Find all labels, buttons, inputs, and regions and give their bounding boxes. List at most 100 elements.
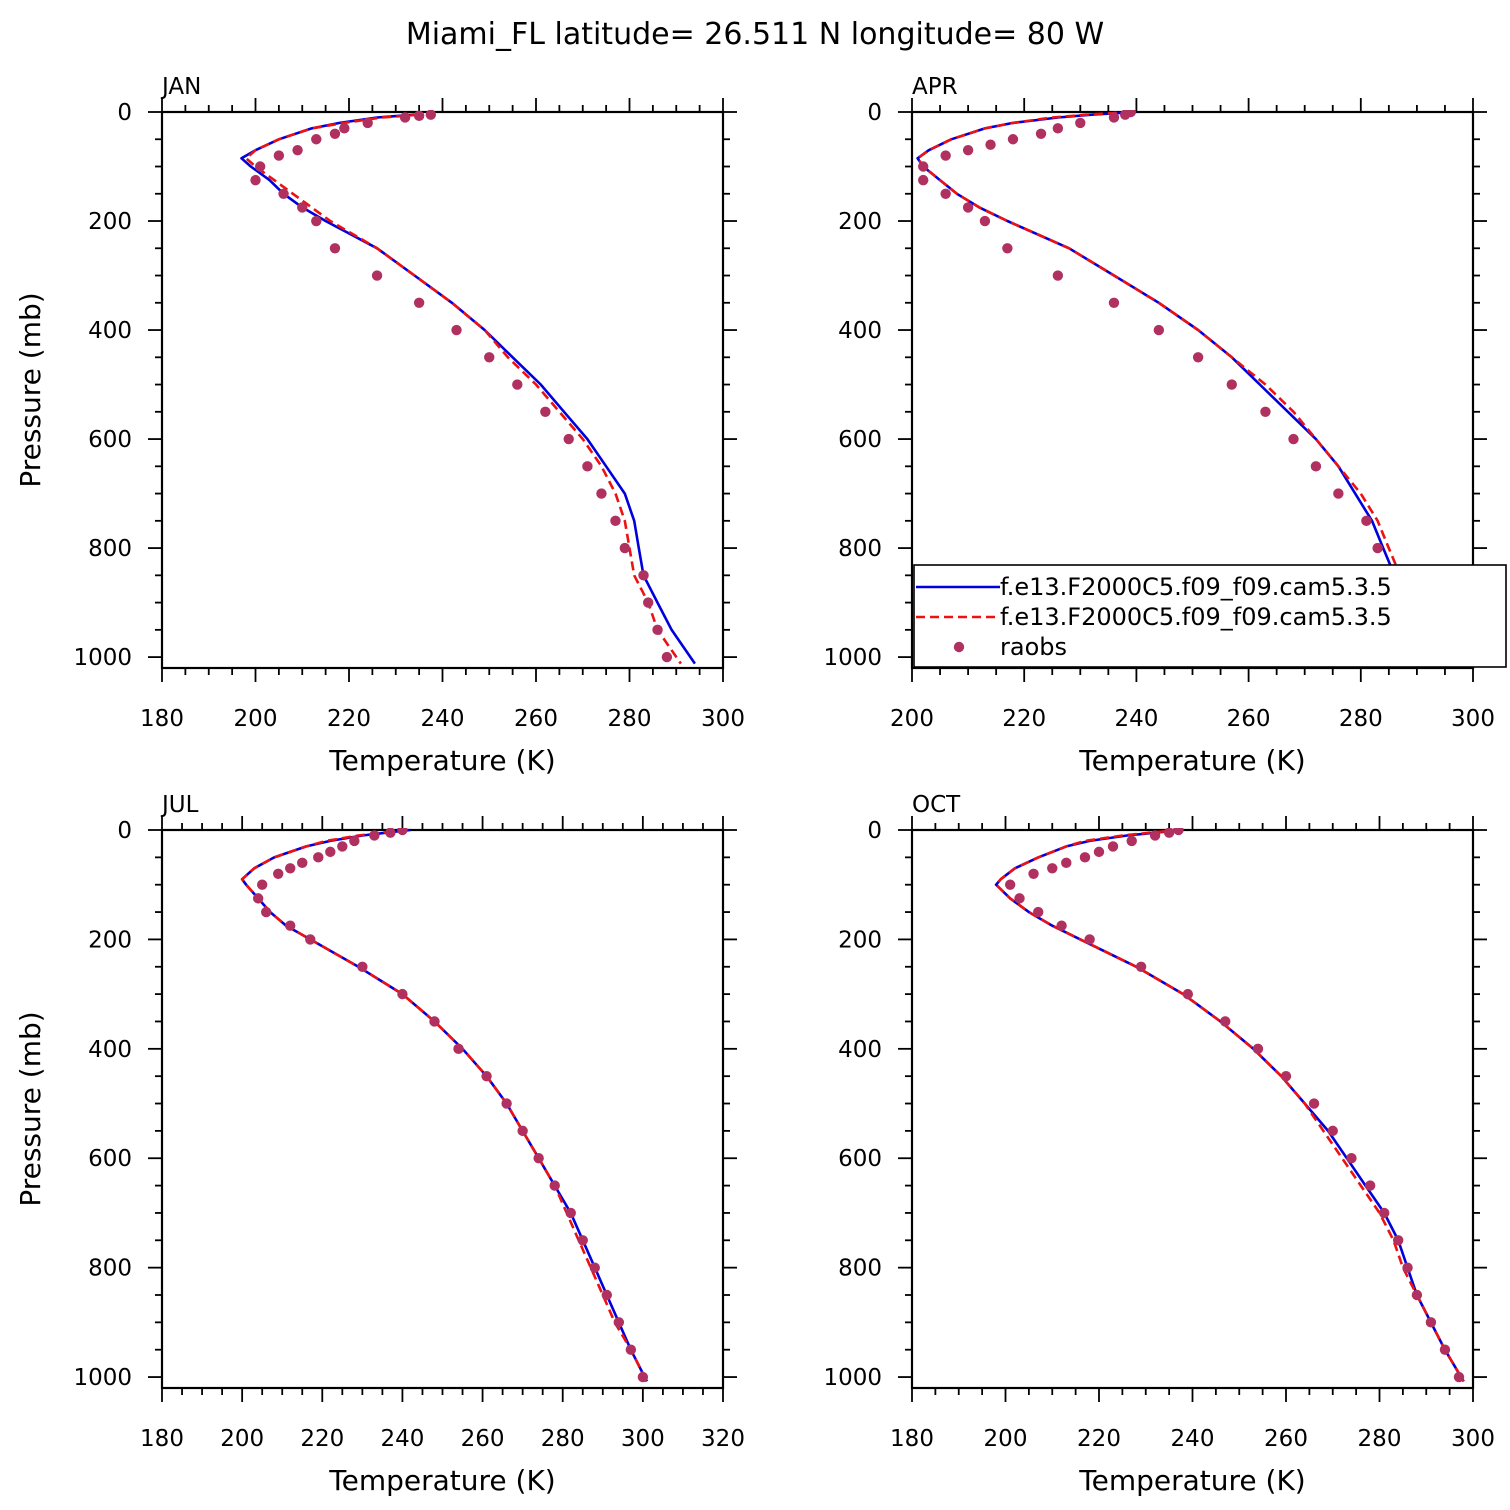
model-line-solid [994, 828, 1465, 1383]
y-axis-title: Pressure (mb) [14, 1011, 47, 1206]
raobs-point [940, 150, 951, 161]
y-tick-label: 600 [88, 427, 132, 453]
raobs-point [357, 961, 368, 972]
raobs-point [1163, 828, 1175, 838]
panel-label: JUL [160, 792, 199, 818]
raobs-point [565, 1207, 576, 1219]
y-tick-label: 200 [838, 209, 882, 235]
raobs-point [329, 243, 341, 254]
raobs-point [549, 1180, 560, 1191]
raobs-point [1378, 1207, 1390, 1219]
raobs-point [278, 188, 289, 199]
y-tick-label: 1000 [73, 645, 132, 671]
raobs-point [563, 433, 574, 445]
raobs-point [1075, 117, 1086, 129]
raobs-point [1173, 828, 1184, 836]
plot-frame [160, 110, 725, 670]
y-tick-label: 0 [117, 100, 132, 126]
model-line-dashed [994, 828, 1465, 1383]
y-tick-label: 600 [838, 427, 882, 453]
raobs-point [501, 1098, 512, 1109]
x-tick-label: 280 [1339, 706, 1383, 732]
legend-marker [953, 641, 965, 653]
raobs-point [325, 846, 336, 858]
raobs-point [1002, 243, 1013, 254]
raobs-point [1411, 1289, 1423, 1301]
y-axis-title: Pressure (mb) [14, 292, 47, 487]
y-tick-label: 800 [838, 536, 882, 562]
panel-label: APR [912, 74, 958, 100]
x-axis-title: Temperature (K) [1078, 1464, 1305, 1497]
x-tick-label: 200 [890, 706, 934, 732]
raobs-point [1308, 1098, 1320, 1109]
raobs-point [453, 1043, 464, 1055]
x-tick-label: 220 [327, 706, 371, 732]
model-line-dashed [244, 113, 682, 665]
raobs-point [1226, 379, 1237, 390]
raobs-point [652, 624, 663, 636]
series-group [240, 110, 696, 665]
raobs-point [1079, 852, 1091, 863]
y-tick-label: 800 [88, 536, 132, 562]
raobs-point [1119, 110, 1131, 120]
raobs-point [918, 174, 929, 186]
raobs-point [313, 852, 324, 863]
model-line-dashed [916, 110, 1452, 663]
raobs-point [1393, 1235, 1404, 1246]
raobs-point [311, 134, 322, 145]
raobs-point [481, 1070, 492, 1082]
x-tick-label: 200 [984, 1426, 1028, 1452]
raobs-point [362, 117, 373, 129]
raobs-point [285, 863, 296, 874]
raobs-point [619, 542, 631, 554]
raobs-point [1028, 868, 1039, 879]
raobs-point [297, 202, 308, 213]
raobs-point [484, 352, 495, 363]
y-tick-label: 0 [117, 818, 132, 844]
raobs-point [610, 515, 621, 527]
raobs-point [369, 830, 380, 841]
raobs-point [1126, 835, 1137, 847]
legend: f.e13.F2000C5.f09_f09.cam5.3.5f.e13.F200… [913, 564, 1507, 668]
raobs-point [1052, 270, 1064, 281]
raobs-point [1346, 1153, 1357, 1164]
series-group [240, 828, 649, 1383]
raobs-point [1333, 488, 1344, 499]
model-line-solid [240, 113, 696, 665]
x-axis-title: Temperature (K) [1078, 744, 1305, 777]
raobs-point [596, 488, 607, 499]
raobs-point [413, 110, 425, 122]
raobs-point [517, 1125, 528, 1137]
legend-box [913, 564, 1507, 668]
y-tick-label: 400 [88, 1037, 132, 1063]
legend-label: raobs [1000, 633, 1067, 661]
plot-frame [910, 828, 1475, 1390]
raobs-point [1361, 515, 1372, 527]
x-tick-label: 300 [1451, 706, 1495, 732]
raobs-point [285, 920, 296, 931]
raobs-point [339, 123, 350, 134]
y-tick-label: 200 [88, 209, 132, 235]
raobs-point [1084, 934, 1095, 945]
raobs-point [962, 202, 974, 213]
x-tick-label: 240 [1171, 1426, 1215, 1452]
raobs-point [1425, 1317, 1437, 1328]
raobs-point [297, 857, 308, 869]
raobs-point [385, 828, 396, 838]
x-tick-label: 300 [701, 706, 745, 732]
x-tick-label: 200 [220, 1426, 264, 1452]
raobs-point [1007, 134, 1019, 145]
raobs-point [1310, 461, 1322, 472]
x-tick-label: 260 [514, 706, 558, 732]
raobs-point [1108, 297, 1120, 308]
panel-oct: 180 200 220 240 260 280 300 0 200 400 600 800 1000 OC… [823, 792, 1495, 1497]
panel-label: JAN [160, 74, 201, 100]
panel-apr: 200 220 240 260 280 300 0 200 400 600 800 1000 APR Te… [823, 74, 1507, 777]
raobs-point [985, 139, 996, 150]
raobs-point [413, 297, 425, 308]
raobs-point [637, 1371, 649, 1383]
raobs-point [260, 906, 272, 918]
x-tick-label: 300 [1451, 1426, 1495, 1452]
raobs-point [638, 570, 649, 581]
